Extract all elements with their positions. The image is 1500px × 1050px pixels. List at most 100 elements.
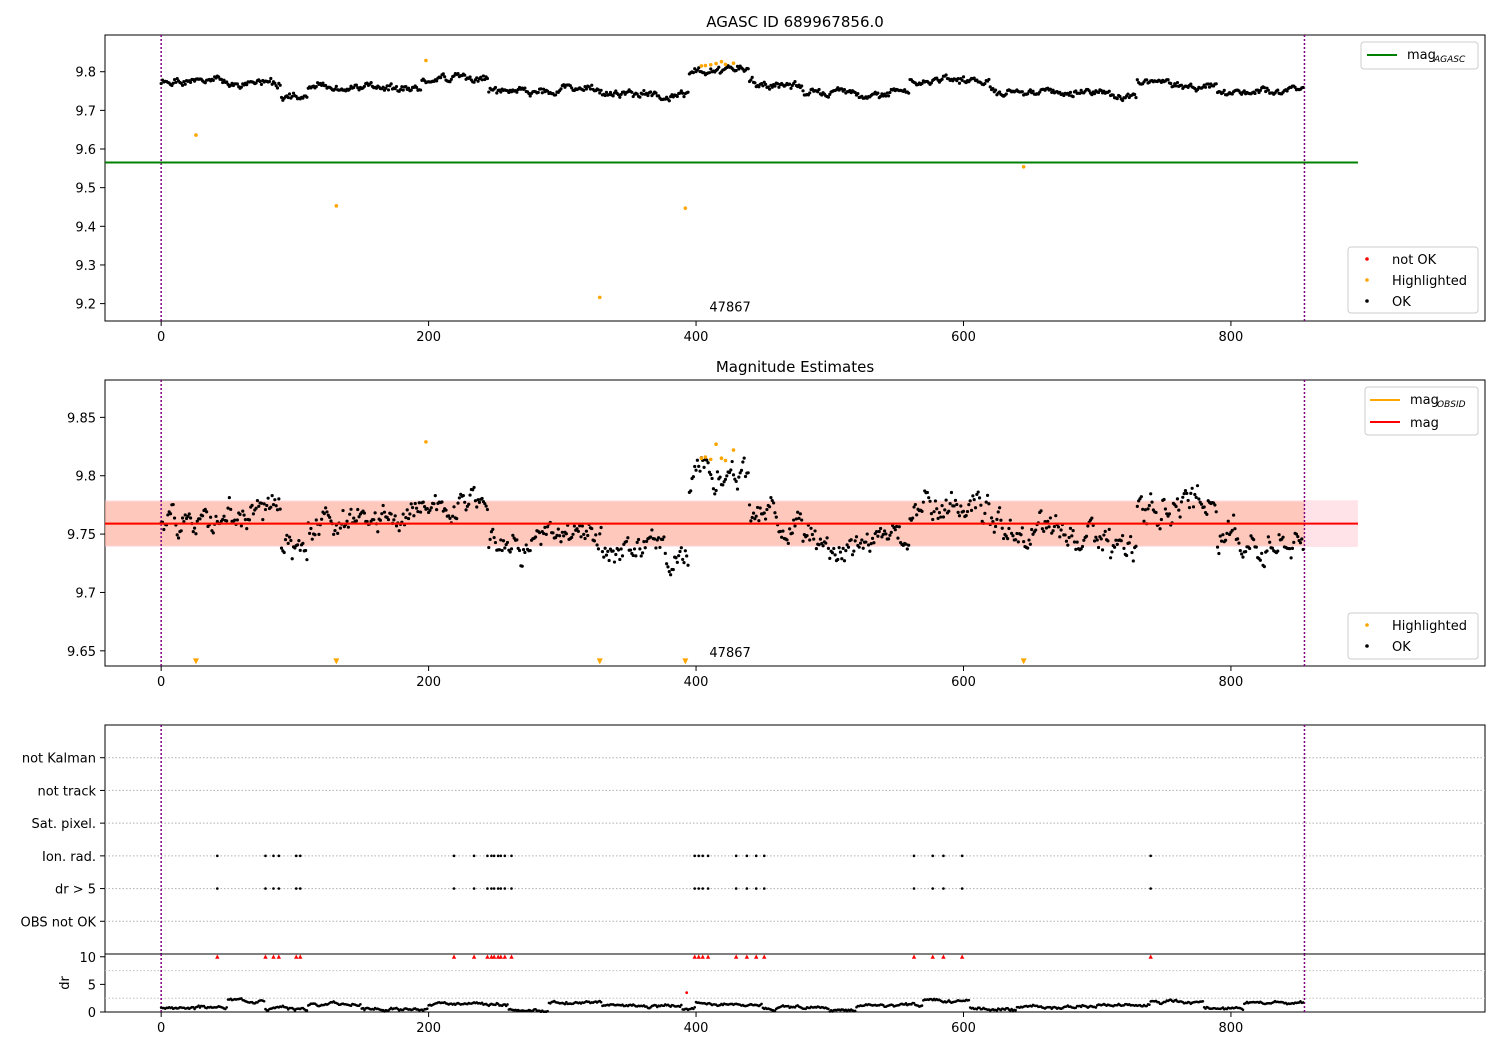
dr-clipped-marker — [700, 954, 705, 959]
ok-point — [773, 84, 777, 88]
flag-point — [762, 854, 766, 858]
ok-point — [239, 524, 243, 528]
ok-point — [493, 85, 498, 90]
ok-point — [706, 461, 710, 465]
dr-point — [563, 1002, 567, 1006]
ok-point — [686, 90, 690, 94]
dr-point — [1201, 999, 1205, 1003]
ok-point — [317, 532, 321, 536]
ok-point — [528, 94, 532, 98]
ok-point — [1056, 525, 1061, 529]
dr-clipped-marker — [930, 954, 935, 959]
ok-point — [250, 503, 254, 507]
ok-point — [332, 532, 336, 536]
ok-point — [702, 465, 706, 469]
ok-point — [770, 85, 774, 89]
ok-point — [382, 510, 387, 514]
ok-point — [614, 552, 618, 557]
ok-point — [1026, 546, 1030, 550]
ok-point — [1043, 520, 1047, 524]
ok-point — [882, 529, 887, 533]
ok-point — [774, 515, 778, 519]
y-tick-label: 9.6 — [75, 143, 96, 158]
ok-point — [1108, 556, 1113, 560]
ok-point — [602, 555, 606, 559]
ok-point — [1258, 88, 1262, 93]
ok-point — [1276, 88, 1280, 92]
ok-point — [481, 74, 486, 78]
ok-point — [348, 512, 352, 516]
ok-point — [866, 543, 871, 547]
ok-point — [854, 535, 859, 539]
ok-point — [1048, 516, 1053, 520]
ok-point — [961, 509, 966, 513]
panel-title: Magnitude Estimates — [716, 358, 874, 376]
ok-point — [853, 539, 857, 543]
y-tick-label: Ion. rad. — [42, 850, 96, 865]
ok-point — [792, 518, 796, 522]
ok-point — [989, 516, 994, 520]
ok-point — [1135, 504, 1139, 508]
ok-point — [570, 535, 574, 539]
legend-box — [1360, 41, 1479, 70]
legend-marker — [1365, 299, 1369, 303]
ok-point — [259, 82, 264, 87]
highlighted-point — [424, 440, 428, 444]
ok-point — [456, 501, 460, 505]
ok-point — [575, 527, 579, 531]
ok-point — [321, 81, 325, 85]
highlighted-point — [714, 442, 718, 447]
ok-point — [1134, 544, 1138, 548]
ok-point — [749, 519, 753, 523]
ok-point — [491, 527, 495, 531]
ok-point — [376, 530, 380, 534]
dr-point — [760, 1002, 763, 1006]
y-tick-label: 9.65 — [67, 645, 96, 660]
flag-point — [298, 887, 302, 890]
ok-point — [972, 76, 976, 80]
ok-point — [939, 515, 943, 519]
highlighted-point — [194, 133, 198, 137]
ok-point — [960, 78, 964, 82]
ok-point — [262, 502, 266, 506]
ok-point — [239, 85, 243, 89]
ok-point — [897, 525, 901, 529]
ok-point — [603, 546, 607, 550]
ok-point — [874, 530, 879, 534]
ok-point — [903, 88, 907, 92]
ok-point — [964, 514, 968, 518]
dr-point — [361, 1006, 365, 1010]
ok-point — [793, 79, 797, 84]
ok-point — [187, 512, 191, 516]
ok-point — [675, 560, 679, 564]
ok-point — [270, 494, 274, 498]
flag-point — [745, 854, 749, 858]
ok-point — [1197, 497, 1201, 501]
ok-point — [983, 511, 987, 515]
ok-point — [579, 535, 583, 539]
ok-point — [769, 496, 773, 500]
ok-point — [1019, 533, 1023, 537]
ok-point — [521, 547, 526, 552]
ok-point — [283, 538, 288, 542]
ok-point — [408, 512, 412, 516]
flag-point — [216, 887, 219, 890]
ok-point — [275, 86, 280, 90]
ok-point — [1301, 547, 1305, 552]
dr-clipped-marker — [276, 954, 282, 959]
ok-point — [515, 538, 519, 542]
ok-point — [477, 500, 482, 504]
ok-point — [972, 498, 976, 502]
ok-point — [801, 89, 805, 93]
ok-point — [762, 511, 766, 515]
flag-point — [931, 887, 935, 890]
x-tick-label: 0 — [157, 1021, 165, 1036]
ok-point — [1214, 82, 1218, 86]
ok-point — [468, 493, 472, 497]
highlighted-point — [719, 456, 724, 461]
ok-point — [385, 84, 389, 88]
ok-point — [182, 80, 186, 84]
ok-point — [393, 514, 397, 518]
ok-point — [1004, 534, 1008, 538]
ok-point — [1067, 93, 1071, 97]
